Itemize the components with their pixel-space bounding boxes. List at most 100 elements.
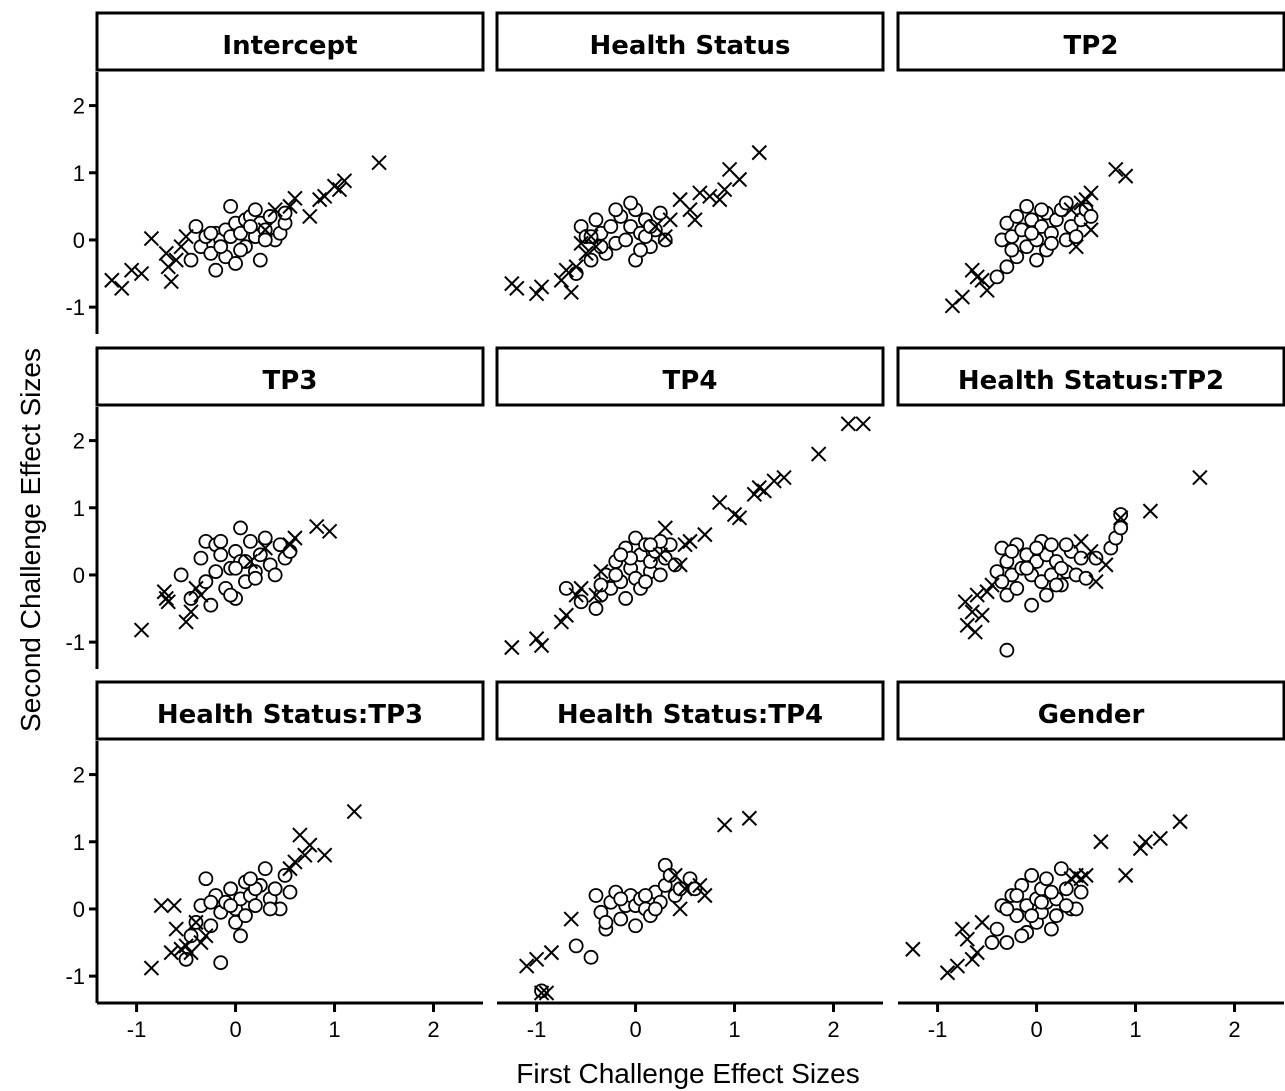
- cross-point: [731, 510, 748, 526]
- cross-point: [1098, 557, 1114, 573]
- circle-point: [223, 587, 239, 603]
- cross-point: [573, 580, 589, 597]
- y-tick-label: 1: [73, 496, 85, 521]
- y-tick-label: 0: [73, 563, 85, 588]
- cross-point: [573, 235, 589, 252]
- cross-point: [553, 614, 570, 630]
- cross-point: [957, 594, 974, 610]
- circle-point: [1009, 209, 1025, 224]
- cross-point: [282, 198, 298, 215]
- cross-point: [1117, 168, 1134, 184]
- cross-point: [568, 259, 584, 275]
- x-tick-label: 0: [629, 1017, 641, 1042]
- circle-point: [213, 955, 229, 971]
- y-tick-label: -1: [65, 630, 85, 655]
- circle-point: [1044, 537, 1059, 553]
- circle-point: [198, 574, 214, 590]
- circle-point: [603, 219, 619, 234]
- cross-point: [114, 280, 130, 297]
- circle-point: [247, 202, 263, 218]
- panel-strip: [896, 680, 1285, 741]
- cross-point: [974, 272, 990, 288]
- circle-point: [608, 202, 624, 218]
- cross-point: [1088, 573, 1104, 590]
- circle-point: [608, 567, 624, 583]
- circle-point: [1034, 202, 1049, 218]
- circle-point: [1078, 570, 1094, 586]
- cross-point: [533, 637, 550, 654]
- cross-point: [178, 228, 194, 245]
- cross-point: [692, 877, 708, 894]
- cross-point: [143, 230, 160, 247]
- cross-point: [954, 921, 971, 937]
- circle-point: [989, 269, 1005, 285]
- circle-point: [623, 195, 639, 211]
- panel-strip: [896, 346, 1285, 407]
- panel-strip: [95, 680, 485, 741]
- cross-point: [905, 941, 921, 957]
- cross-point: [974, 607, 990, 623]
- y-tick-label: -1: [65, 964, 85, 989]
- panel-strip: [95, 11, 485, 72]
- cross-point: [178, 938, 194, 954]
- cross-point: [949, 958, 966, 974]
- circle-point: [1019, 560, 1035, 576]
- cross-point: [1068, 238, 1084, 255]
- circle-point: [203, 245, 219, 261]
- cross-point: [726, 506, 743, 523]
- cross-point: [173, 238, 189, 255]
- circle-point: [1029, 540, 1044, 556]
- x-tick-label: 0: [229, 1017, 241, 1042]
- y-tick-label: 1: [73, 830, 85, 855]
- circle-point: [568, 266, 584, 281]
- x-axis-title: First Challenge Effect Sizes: [516, 1058, 859, 1089]
- cross-point: [543, 944, 560, 961]
- cross-point: [1172, 813, 1188, 830]
- cross-point: [657, 228, 673, 245]
- circle-point: [208, 564, 224, 579]
- circle-point: [1073, 884, 1089, 900]
- cross-point: [1073, 871, 1089, 887]
- cross-point: [677, 537, 693, 553]
- circle-point: [223, 198, 239, 214]
- cross-point: [1078, 191, 1094, 208]
- circle-point: [1019, 198, 1035, 214]
- circle-point: [213, 239, 229, 255]
- cross-point: [257, 222, 273, 238]
- circle-point: [1044, 884, 1059, 900]
- cross-point: [1108, 161, 1124, 178]
- circle-point: [1009, 580, 1025, 596]
- cross-point: [969, 944, 985, 961]
- circle-point: [243, 533, 258, 549]
- cross-point: [309, 518, 325, 535]
- cross-point: [840, 416, 857, 432]
- circle-point: [1034, 219, 1049, 234]
- circle-point: [999, 901, 1015, 917]
- circle-point: [613, 547, 629, 563]
- circle-point: [633, 242, 648, 258]
- cross-point: [711, 191, 728, 208]
- panel-6: Health Status:TP3: [95, 680, 485, 976]
- circle-point: [1004, 242, 1020, 258]
- cross-point: [198, 928, 214, 944]
- x-tick-label: -1: [928, 1017, 948, 1042]
- circle-point: [657, 550, 673, 566]
- panel-title: Health Status: [590, 31, 791, 61]
- circle-point: [262, 901, 278, 917]
- cross-point: [287, 530, 303, 546]
- cross-point: [183, 604, 199, 620]
- cross-point: [563, 284, 579, 301]
- cross-point: [302, 837, 318, 853]
- circle-point: [994, 574, 1010, 590]
- x-tick-label: 2: [1228, 1017, 1240, 1042]
- y-tick-label: 2: [73, 429, 85, 454]
- circle-point: [213, 533, 229, 549]
- cross-point: [687, 212, 703, 228]
- cross-point: [939, 965, 956, 981]
- cross-point: [104, 272, 120, 288]
- circle-point: [1039, 587, 1054, 603]
- cross-point: [766, 473, 782, 489]
- cross-point: [716, 817, 733, 833]
- panel-strip: [495, 346, 885, 407]
- cross-point: [682, 202, 698, 218]
